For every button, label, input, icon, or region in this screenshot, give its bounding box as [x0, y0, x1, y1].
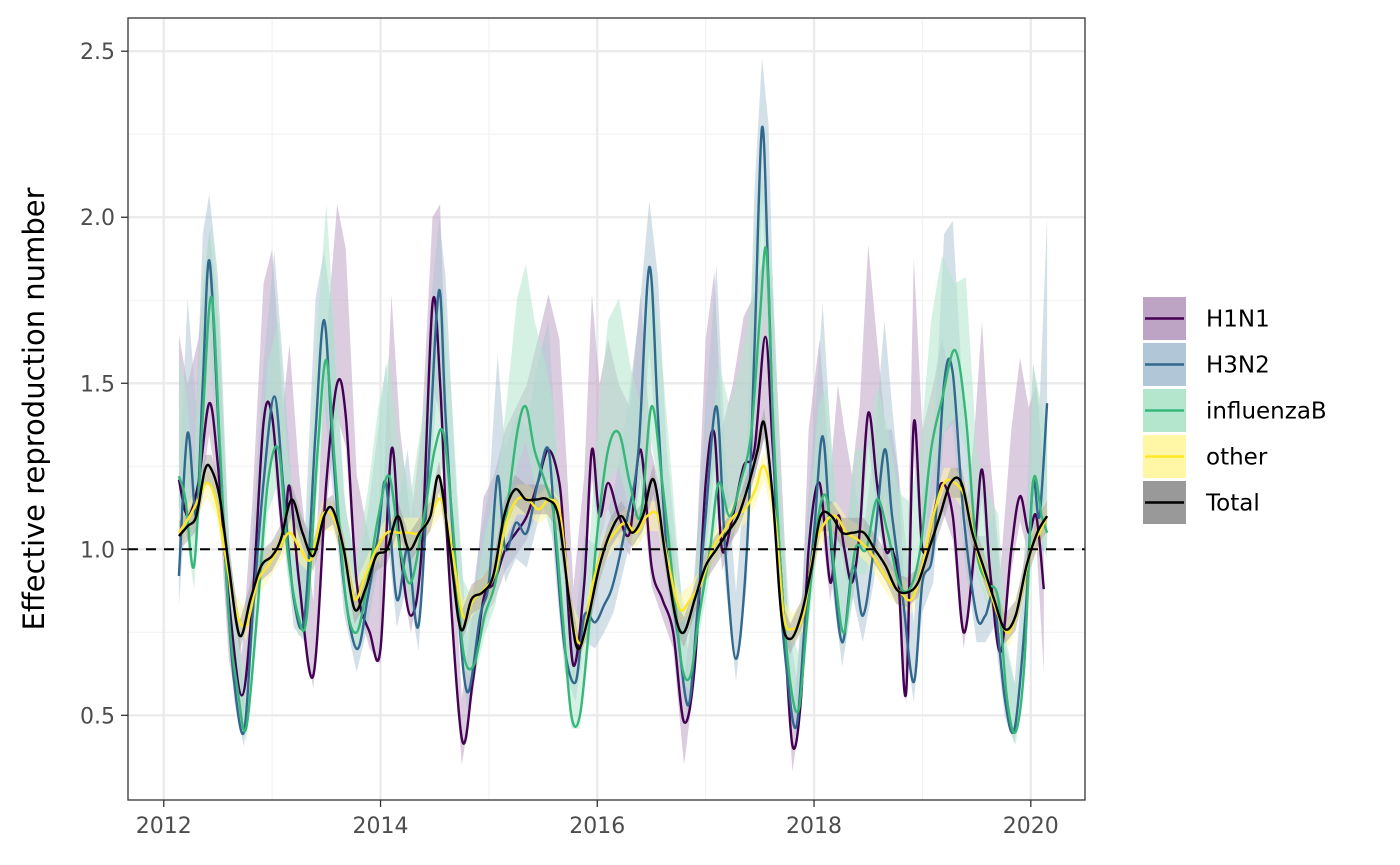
y-tick-label: 0.5	[80, 704, 115, 729]
x-tick-label: 2018	[786, 814, 842, 839]
y-tick-label: 1.0	[80, 538, 115, 563]
legend-label: H3N2	[1206, 353, 1270, 379]
y-axis: 0.5 1.0 1.5 2.0 2.5	[80, 40, 128, 729]
y-tick-label: 1.5	[80, 372, 115, 397]
y-tick-label: 2.5	[80, 40, 115, 65]
legend-label: other	[1206, 445, 1268, 471]
legend-item-h3n2: H3N2	[1143, 343, 1270, 386]
y-tick-label: 2.0	[80, 206, 115, 231]
series-lines	[177, 125, 1049, 750]
legend-item-total: Total	[1143, 481, 1260, 524]
series-line-h3n2	[177, 125, 1049, 736]
legend: H1N1 H3N2 influenzaB other Total	[1143, 297, 1327, 524]
band-influenzab	[178, 157, 1048, 746]
band-h3n2	[178, 57, 1048, 747]
legend-item-h1n1: H1N1	[1143, 297, 1270, 340]
x-tick-label: 2016	[569, 814, 625, 839]
legend-label: H1N1	[1206, 307, 1270, 333]
x-axis: 2012 2014 2016 2018 2020	[136, 800, 1059, 839]
legend-item-influenzab: influenzaB	[1143, 389, 1327, 432]
y-axis-title: Effective reproduction number	[17, 187, 51, 630]
plot-panel-border	[127, 17, 1086, 801]
legend-label: Total	[1205, 491, 1260, 517]
x-tick-label: 2014	[353, 814, 409, 839]
series-line-h1n1	[177, 295, 1045, 750]
legend-label: influenzaB	[1206, 399, 1327, 425]
series-line-total	[178, 420, 1049, 651]
x-tick-label: 2012	[136, 814, 192, 839]
series-line-influenzab	[177, 246, 1049, 735]
x-tick-label: 2020	[1003, 814, 1059, 839]
legend-item-other: other	[1143, 435, 1268, 478]
